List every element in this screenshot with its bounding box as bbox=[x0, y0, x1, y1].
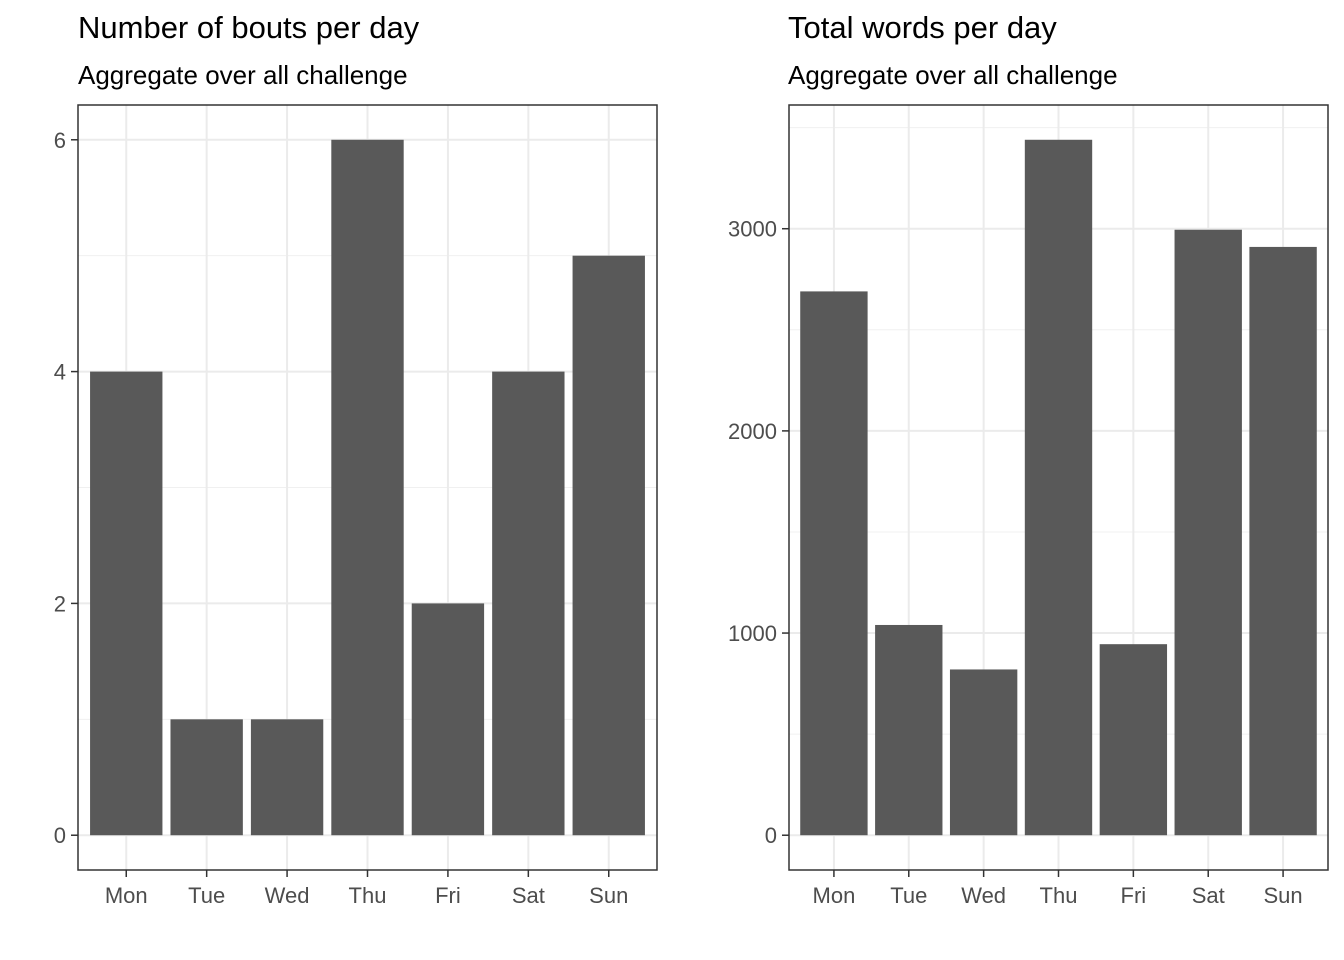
bar-mon bbox=[800, 291, 868, 836]
bar-wed bbox=[250, 719, 324, 836]
words-per-day-chart: Total words per day Aggregate over all c… bbox=[672, 0, 1344, 960]
bar-fri bbox=[1099, 644, 1168, 836]
bouts-chart-plot: 0 2 4 6 Mon Tue Wed Thu Fri Sat Sun bbox=[54, 104, 658, 908]
chart-subtitle: Aggregate over all challenge bbox=[788, 60, 1118, 90]
x-tick-label: Tue bbox=[188, 883, 225, 908]
bar-sun bbox=[572, 255, 645, 836]
y-tick-label: 0 bbox=[765, 823, 777, 848]
y-tick-label: 1000 bbox=[728, 621, 777, 646]
bar-thu bbox=[1024, 139, 1093, 836]
x-tick-label: Wed bbox=[961, 883, 1006, 908]
y-tick-label: 6 bbox=[54, 128, 66, 153]
x-tick-label: Sat bbox=[512, 883, 545, 908]
x-tick-label: Fri bbox=[1121, 883, 1147, 908]
bar-mon bbox=[90, 371, 163, 836]
chart-title: Number of bouts per day bbox=[78, 10, 420, 45]
bar-tue bbox=[170, 719, 243, 836]
y-tick-label: 3000 bbox=[728, 217, 777, 242]
x-tick-label: Sun bbox=[1264, 883, 1303, 908]
x-tick-label: Mon bbox=[105, 883, 148, 908]
x-tick-label: Mon bbox=[813, 883, 856, 908]
bar-fri bbox=[411, 603, 485, 836]
bar-sun bbox=[1249, 246, 1317, 836]
y-tick-label: 2000 bbox=[728, 419, 777, 444]
x-tick-label: Sat bbox=[1192, 883, 1225, 908]
x-tick-label: Sun bbox=[589, 883, 628, 908]
bar-wed bbox=[949, 669, 1018, 836]
chart-subtitle: Aggregate over all challenge bbox=[78, 60, 408, 90]
x-tick-label: Fri bbox=[435, 883, 461, 908]
x-tick-label: Wed bbox=[265, 883, 310, 908]
y-tick-label: 0 bbox=[54, 823, 66, 848]
bouts-per-day-chart: Number of bouts per day Aggregate over a… bbox=[54, 10, 658, 908]
words-chart-plot: 0 1000 2000 3000 Mon Tue Wed Thu Fri Sat Sun bbox=[728, 104, 1329, 908]
bar-thu bbox=[331, 139, 404, 836]
y-tick-label: 4 bbox=[54, 360, 66, 385]
y-tick-label: 2 bbox=[54, 591, 66, 616]
bar-tue bbox=[875, 624, 943, 836]
x-tick-label: Thu bbox=[349, 883, 387, 908]
x-tick-label: Thu bbox=[1040, 883, 1078, 908]
x-tick-label: Tue bbox=[890, 883, 927, 908]
chart-title: Total words per day bbox=[788, 10, 1057, 45]
bar-sat bbox=[1174, 229, 1242, 836]
bar-sat bbox=[492, 371, 565, 836]
